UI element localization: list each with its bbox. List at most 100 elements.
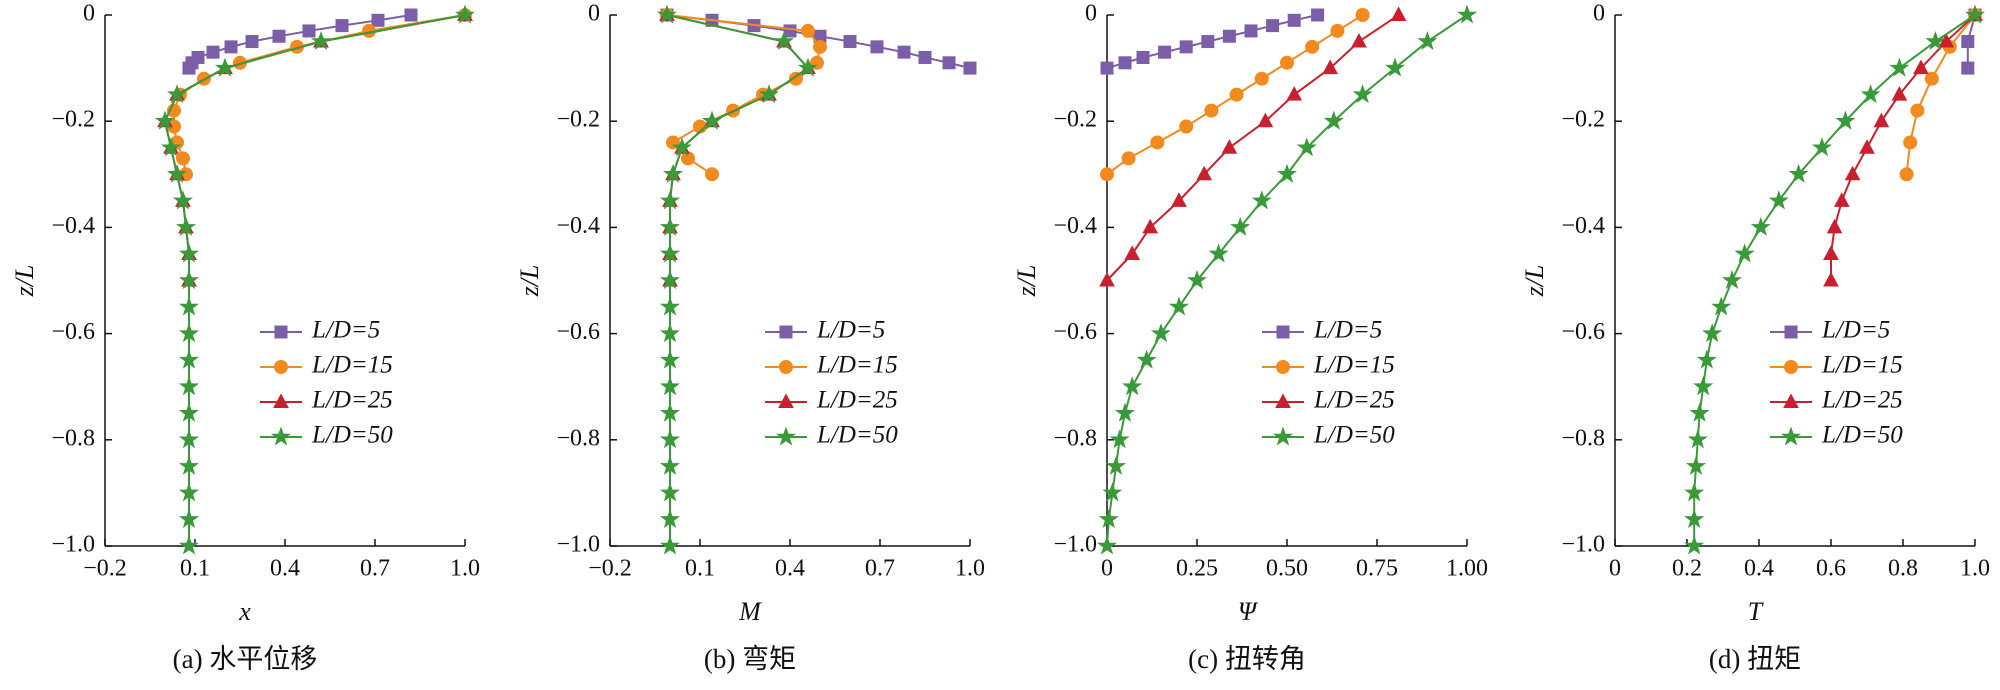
marker-star: [1168, 296, 1190, 316]
caption: (a) 水平位移: [173, 644, 318, 674]
y-tick-label: −0.6: [556, 319, 600, 345]
x-tick-label: −0.2: [588, 556, 632, 582]
marker-star: [1251, 190, 1272, 210]
y-tick-label: −1.0: [1053, 532, 1097, 558]
x-tick-label: 0.2: [1672, 556, 1702, 582]
marker-circle: [1179, 119, 1194, 134]
marker-square: [1100, 61, 1114, 75]
x-tick-label: 0.50: [1266, 556, 1308, 582]
x-tick-label: 0.4: [270, 556, 300, 582]
marker-circle: [813, 39, 827, 54]
marker-star: [659, 455, 681, 475]
marker-star: [1702, 323, 1723, 343]
marker-star: [1689, 402, 1710, 422]
marker-star: [172, 190, 194, 210]
marker-star: [1711, 296, 1732, 316]
marker-circle: [274, 360, 288, 374]
marker-star: [1925, 31, 1946, 51]
marker-star: [1352, 84, 1373, 104]
marker-star: [1768, 190, 1789, 210]
y-axis-label: z/L: [1012, 265, 1041, 298]
marker-star: [1105, 455, 1127, 475]
legend-label: L/D=50: [1313, 422, 1395, 449]
marker-circle: [1305, 39, 1320, 54]
legend-label: L/D=5: [816, 317, 885, 344]
y-tick-label: −0.8: [1561, 425, 1605, 451]
marker-circle: [1100, 167, 1114, 182]
marker-star: [1296, 137, 1317, 157]
y-tick-label: −0.8: [556, 425, 600, 451]
marker-circle: [1229, 87, 1244, 102]
x-tick-label: 0.75: [1356, 556, 1398, 582]
marker-star: [270, 426, 292, 446]
marker-triangle: [1891, 86, 1908, 101]
marker-star: [310, 31, 332, 51]
marker-star: [1811, 137, 1833, 157]
marker-circle: [1121, 151, 1136, 166]
caption: (c) 扭转角: [1188, 644, 1306, 674]
marker-star: [671, 137, 693, 157]
marker-triangle: [778, 393, 794, 408]
x-tick-label: 0.4: [1744, 556, 1774, 582]
marker-triangle: [1351, 32, 1367, 48]
marker-triangle: [1196, 165, 1213, 181]
marker-star: [454, 4, 476, 24]
y-tick-label: −0.4: [1053, 213, 1097, 239]
marker-star: [659, 429, 681, 449]
x-tick-label: −0.2: [83, 556, 127, 582]
y-axis-label: z/L: [1520, 265, 1549, 298]
marker-star: [701, 110, 723, 130]
marker-star: [1750, 216, 1771, 236]
marker-square: [942, 56, 956, 70]
legend-label: L/D=5: [1313, 317, 1382, 344]
marker-star: [758, 84, 780, 104]
marker-circle: [705, 167, 719, 182]
legend-label: L/D=25: [311, 387, 393, 414]
marker-square: [1961, 35, 1975, 49]
marker-star: [1417, 31, 1438, 51]
marker-star: [659, 216, 681, 236]
marker-star: [1096, 535, 1118, 555]
series-line: [666, 14, 822, 176]
marker-star: [1186, 269, 1208, 290]
y-tick-label: 0: [83, 1, 95, 27]
marker-circle: [789, 71, 803, 86]
y-tick-label: −0.2: [1561, 107, 1605, 133]
x-tick-label: 0.6: [1816, 556, 1846, 582]
marker-square: [182, 61, 196, 75]
x-tick-label: 0: [1609, 556, 1621, 582]
marker-triangle: [1823, 245, 1839, 260]
marker-star: [178, 243, 200, 263]
marker-circle: [1899, 167, 1914, 182]
marker-triangle: [1859, 139, 1875, 154]
marker-star: [160, 137, 182, 157]
marker-star: [1687, 429, 1708, 449]
marker-star: [178, 508, 200, 528]
marker-circle: [1280, 55, 1294, 70]
y-tick-label: −1.0: [51, 532, 95, 558]
marker-star: [1721, 269, 1743, 290]
marker-star: [797, 57, 819, 77]
marker-star: [1272, 426, 1294, 446]
x-tick-label: 0.1: [180, 556, 210, 582]
series-line: [1106, 14, 1468, 547]
marker-star: [1684, 535, 1705, 555]
x-tick-label: 1.00: [1446, 556, 1488, 582]
marker-circle: [1924, 71, 1939, 86]
marker-triangle: [1844, 165, 1861, 181]
marker-square: [1244, 24, 1258, 38]
y-tick-label: −0.2: [51, 107, 95, 133]
marker-star: [1684, 482, 1705, 502]
marker-triangle: [1257, 112, 1274, 128]
marker-star: [659, 402, 681, 422]
series-line: [666, 14, 810, 546]
marker-square: [870, 40, 884, 54]
marker-star: [178, 535, 200, 555]
marker-circle: [1355, 8, 1370, 22]
x-tick-label: 0.7: [360, 556, 390, 582]
y-tick-label: −0.6: [1561, 319, 1605, 345]
x-tick-label: 1.0: [955, 556, 985, 582]
marker-star: [1384, 57, 1406, 77]
x-tick-label: 0.7: [865, 556, 895, 582]
marker-square: [1784, 325, 1798, 339]
